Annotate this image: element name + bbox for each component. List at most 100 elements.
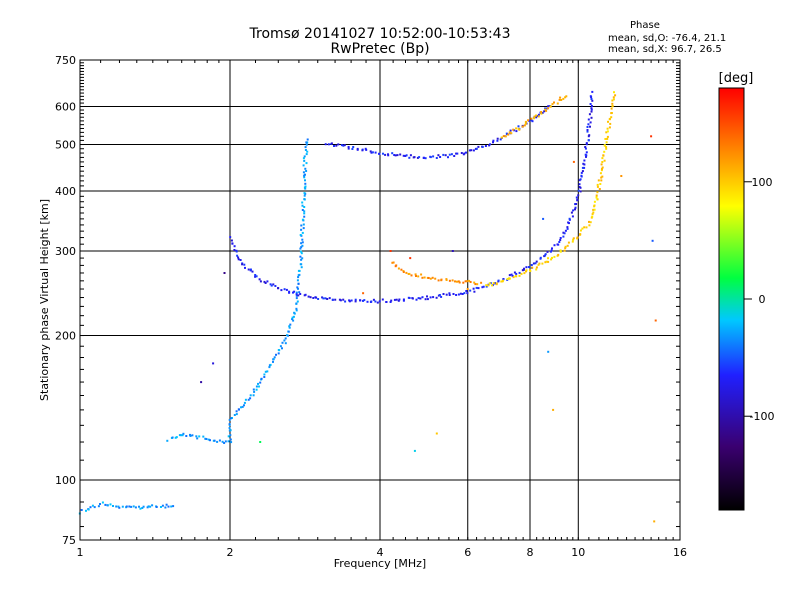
data-point [171,436,174,439]
data-point [204,437,207,440]
data-point [547,105,550,108]
data-point [87,508,90,511]
data-point [365,148,368,151]
data-point [277,352,280,355]
data-point [167,505,170,508]
data-point [300,224,303,227]
data-point [342,144,345,147]
data-point [295,294,298,297]
data-point [586,130,589,133]
data-point [322,297,325,300]
data-point [593,204,596,207]
data-point [593,200,596,203]
data-point [302,164,305,167]
data-point [492,141,494,144]
data-point [598,188,601,190]
data-point [312,297,315,299]
data-point [327,143,330,146]
data-point [389,301,392,303]
data-point [299,255,302,258]
data-point [472,287,475,290]
data-point [394,265,397,268]
data-point [487,284,490,287]
data-point [596,185,599,188]
x-tick-label: 10 [571,546,585,559]
data-point [535,268,538,271]
data-point [268,366,271,369]
data-point [415,275,417,277]
data-point [363,299,366,302]
data-point [541,111,544,114]
data-point [581,170,584,173]
data-point [528,119,531,122]
data-point [564,245,567,248]
data-point [304,179,306,182]
data-point [293,311,296,314]
data-point [525,269,528,272]
chart-title: Tromsø 20141027 10:52:00-10:53:43 [249,26,511,42]
data-point [253,390,256,393]
data-point [523,124,526,127]
data-point [475,286,478,289]
data-point [586,126,589,128]
data-point [535,266,538,269]
data-point [611,102,614,105]
y-tick-label: 400 [55,185,76,198]
x-tick-label: 16 [673,546,687,559]
data-point [99,503,101,505]
data-point [459,292,462,295]
data-point [533,115,536,118]
data-point [454,280,456,283]
data-point [591,215,594,218]
data-point [266,370,269,373]
data-point [305,143,308,146]
data-point [121,505,124,508]
data-point [599,172,602,175]
data-point [284,337,287,340]
data-point [241,263,244,266]
data-point [369,150,372,153]
data-point [166,439,169,442]
data-point [499,138,502,141]
data-point [585,226,588,229]
data-point [513,271,516,274]
data-point [544,261,547,264]
data-point [468,149,471,152]
data-point [600,176,603,179]
data-point [254,274,257,276]
data-point [300,263,303,266]
data-point [352,146,355,148]
data-point [238,408,240,411]
data-point [610,107,613,110]
data-point [562,231,565,234]
data-point [524,122,527,125]
data-point [603,159,606,162]
data-point [283,288,286,291]
data-point [97,505,100,508]
data-point [420,273,423,276]
data-point [185,435,188,437]
data-point [579,229,582,232]
data-point [481,286,484,289]
data-point [432,296,435,299]
data-point [577,189,580,192]
colorbar-tick-label: -100 [750,410,775,423]
data-point [161,504,164,507]
data-point [330,142,333,145]
data-point [236,254,239,257]
data-point [142,505,145,508]
data-point [604,138,607,140]
data-point [596,198,599,201]
data-point [484,145,487,147]
data-point [442,153,445,156]
data-point [601,157,604,160]
data-point [605,147,608,150]
data-point [592,208,595,211]
data-point [249,269,252,272]
colorbar-tick-label: 100 [752,176,773,189]
data-point [304,185,307,188]
data-point [596,183,599,186]
data-point [376,301,379,304]
data-point [303,215,306,218]
data-point [500,136,503,139]
